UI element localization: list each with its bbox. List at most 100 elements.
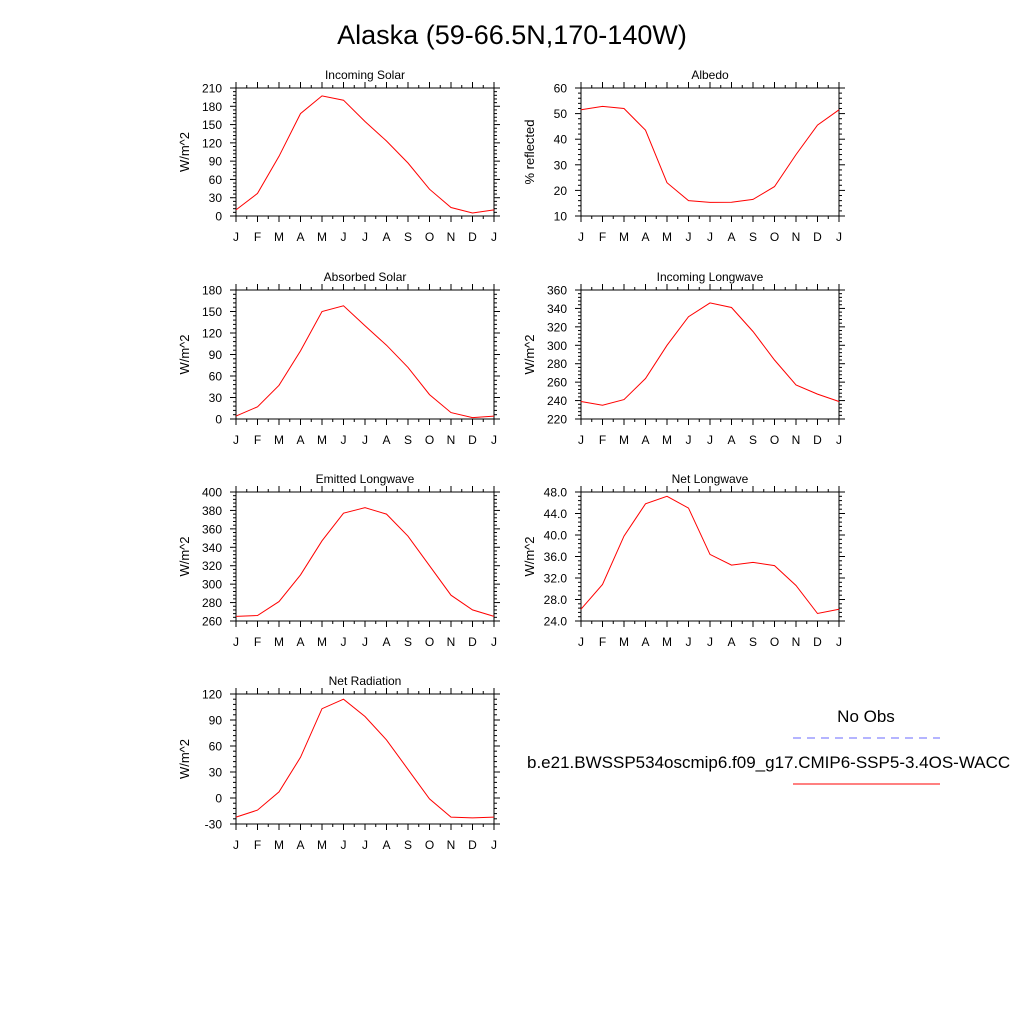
y-tick-label: 90 bbox=[209, 348, 223, 362]
x-tick-label: A bbox=[641, 230, 649, 244]
x-tick-label: J bbox=[341, 230, 347, 244]
plot-frame bbox=[235, 491, 495, 622]
y-tick-label: 180 bbox=[202, 284, 222, 298]
x-tick-label: A bbox=[641, 433, 649, 447]
y-tick-label: 300 bbox=[547, 339, 567, 353]
x-tick-label: J bbox=[491, 838, 497, 852]
y-tick-label: 280 bbox=[547, 357, 567, 371]
x-tick-label: N bbox=[792, 635, 801, 649]
series-line bbox=[235, 698, 495, 819]
x-tick-label: J bbox=[836, 635, 842, 649]
y-tick-label: 300 bbox=[202, 578, 222, 592]
y-tick-label: 120 bbox=[202, 136, 222, 150]
x-tick-label: N bbox=[447, 230, 456, 244]
x-tick-label: S bbox=[404, 635, 412, 649]
x-tick-label: D bbox=[813, 230, 822, 244]
y-tick-label: 30 bbox=[554, 158, 568, 172]
y-tick-label: 20 bbox=[554, 184, 568, 198]
y-tick-label: 280 bbox=[202, 596, 222, 610]
y-tick-label: 360 bbox=[202, 522, 222, 536]
y-axis-label: W/m^2 bbox=[522, 536, 537, 576]
x-tick-label: F bbox=[599, 230, 606, 244]
legend-obs-label: No Obs bbox=[837, 707, 895, 726]
x-tick-label: M bbox=[662, 230, 672, 244]
x-tick-label: D bbox=[813, 433, 822, 447]
y-tick-label: 380 bbox=[202, 504, 222, 518]
x-tick-label: J bbox=[233, 838, 239, 852]
y-tick-label: 60 bbox=[209, 740, 223, 754]
x-tick-label: D bbox=[468, 230, 477, 244]
y-tick-label: -30 bbox=[205, 818, 223, 832]
x-tick-label: J bbox=[707, 635, 713, 649]
x-tick-label: J bbox=[491, 635, 497, 649]
y-tick-label: 0 bbox=[215, 210, 222, 224]
x-tick-label: A bbox=[296, 230, 304, 244]
y-tick-label: 120 bbox=[202, 688, 222, 702]
y-tick-label: 260 bbox=[202, 615, 222, 629]
y-tick-label: 0 bbox=[215, 792, 222, 806]
y-tick-label: 10 bbox=[554, 210, 568, 224]
x-tick-label: J bbox=[707, 433, 713, 447]
x-tick-label: A bbox=[382, 433, 390, 447]
panel-title: Absorbed Solar bbox=[324, 270, 407, 284]
y-tick-label: 400 bbox=[202, 486, 222, 500]
x-tick-label: A bbox=[727, 433, 735, 447]
y-tick-label: 28.0 bbox=[544, 593, 568, 607]
page-title: Alaska (59-66.5N,170-140W) bbox=[337, 20, 687, 50]
x-tick-label: O bbox=[425, 635, 434, 649]
x-tick-label: O bbox=[425, 838, 434, 852]
legend-model-label: b.e21.BWSSP534oscmip6.f09_g17.CMIP6-SSP5… bbox=[527, 753, 1010, 772]
x-tick-label: O bbox=[425, 433, 434, 447]
x-tick-label: J bbox=[707, 230, 713, 244]
y-tick-label: 320 bbox=[547, 320, 567, 334]
x-tick-label: M bbox=[274, 838, 284, 852]
x-tick-label: N bbox=[792, 230, 801, 244]
x-tick-label: M bbox=[317, 635, 327, 649]
y-tick-label: 40.0 bbox=[544, 529, 568, 543]
y-axis-label: % reflected bbox=[522, 119, 537, 184]
x-tick-label: S bbox=[404, 230, 412, 244]
x-tick-label: J bbox=[341, 635, 347, 649]
x-tick-label: D bbox=[468, 635, 477, 649]
x-tick-label: F bbox=[254, 838, 261, 852]
panel-title: Incoming Solar bbox=[325, 68, 405, 82]
y-tick-label: 260 bbox=[547, 376, 567, 390]
x-tick-label: J bbox=[341, 433, 347, 447]
x-tick-label: A bbox=[382, 838, 390, 852]
y-axis-label: W/m^2 bbox=[522, 334, 537, 374]
y-tick-label: 44.0 bbox=[544, 507, 568, 521]
plot-frame bbox=[580, 87, 840, 217]
series-line bbox=[235, 305, 495, 419]
x-tick-label: F bbox=[254, 635, 261, 649]
x-tick-label: J bbox=[491, 230, 497, 244]
y-tick-label: 32.0 bbox=[544, 572, 568, 586]
panel-title: Net Radiation bbox=[329, 674, 402, 688]
x-tick-label: M bbox=[619, 230, 629, 244]
y-axis-label: W/m^2 bbox=[177, 739, 192, 779]
y-tick-label: 60 bbox=[209, 370, 223, 384]
series-line bbox=[580, 105, 840, 203]
x-tick-label: J bbox=[578, 635, 584, 649]
x-tick-label: F bbox=[599, 635, 606, 649]
x-tick-label: D bbox=[468, 433, 477, 447]
legend: No Obs b.e21.BWSSP534oscmip6.f09_g17.CMI… bbox=[527, 707, 1010, 785]
x-tick-label: M bbox=[662, 433, 672, 447]
y-tick-label: 240 bbox=[547, 394, 567, 408]
x-tick-label: S bbox=[749, 230, 757, 244]
x-tick-label: M bbox=[317, 230, 327, 244]
x-tick-label: A bbox=[641, 635, 649, 649]
y-tick-label: 30 bbox=[209, 391, 223, 405]
x-tick-label: M bbox=[274, 635, 284, 649]
y-tick-label: 30 bbox=[209, 766, 223, 780]
y-tick-label: 360 bbox=[547, 284, 567, 298]
panel-title: Net Longwave bbox=[672, 472, 749, 486]
y-tick-label: 0 bbox=[215, 413, 222, 427]
y-tick-label: 50 bbox=[554, 107, 568, 121]
